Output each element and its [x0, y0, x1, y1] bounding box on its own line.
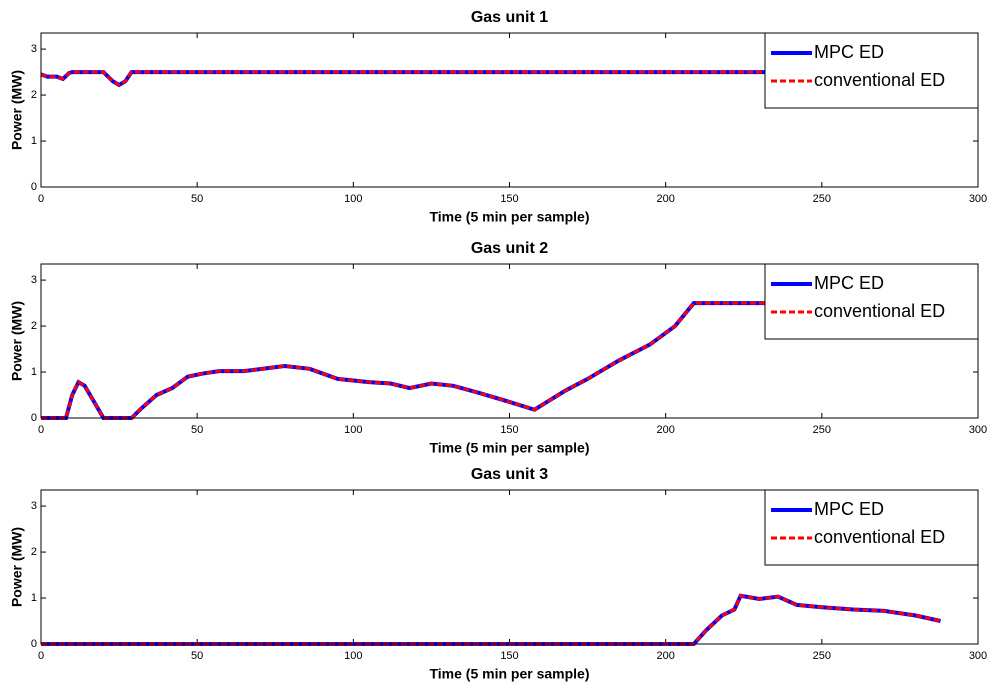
- y-tick-label: 3: [31, 43, 37, 55]
- x-tick-label: 0: [38, 193, 44, 205]
- y-tick-label: 2: [31, 546, 37, 558]
- y-axis-label: Power (MW): [9, 301, 25, 381]
- x-tick-label: 300: [969, 650, 987, 662]
- y-tick-label: 1: [31, 592, 37, 604]
- x-tick-label: 250: [813, 193, 831, 205]
- y-tick-label: 0: [31, 181, 37, 193]
- x-tick-label: 50: [191, 650, 203, 662]
- axes-box: [40, 32, 979, 188]
- chart-title: Gas unit 3: [471, 466, 548, 483]
- axes-box: [40, 489, 979, 645]
- x-axis-label: Time (5 min per sample): [429, 666, 589, 682]
- chart-title: Gas unit 1: [471, 9, 548, 26]
- series-line: [40, 70, 941, 87]
- y-tick-label: 2: [31, 89, 37, 101]
- series-line: [41, 594, 941, 646]
- legend-label: MPC ED: [814, 42, 884, 62]
- x-tick-label: 0: [38, 424, 44, 436]
- y-tick-label: 0: [31, 638, 37, 650]
- x-axis-label: Time (5 min per sample): [429, 209, 589, 225]
- legend-label: MPC ED: [814, 273, 884, 293]
- x-tick-label: 150: [500, 193, 518, 205]
- x-tick-label: 200: [656, 650, 674, 662]
- y-tick-label: 3: [31, 274, 37, 286]
- legend-label: conventional ED: [814, 527, 945, 547]
- legend-label: conventional ED: [814, 70, 945, 90]
- x-tick-label: 0: [38, 650, 44, 662]
- axes-box: [40, 263, 979, 419]
- x-tick-label: 150: [500, 650, 518, 662]
- x-tick-label: 200: [656, 193, 674, 205]
- legend-box: [764, 489, 979, 566]
- x-tick-label: 200: [656, 424, 674, 436]
- x-tick-label: 300: [969, 424, 987, 436]
- legend-box: [764, 263, 979, 340]
- chart-title: Gas unit 2: [471, 240, 548, 257]
- y-tick-label: 2: [31, 320, 37, 332]
- x-tick-label: 100: [344, 193, 362, 205]
- x-tick-label: 150: [500, 424, 518, 436]
- x-tick-label: 50: [191, 424, 203, 436]
- x-tick-label: 100: [344, 424, 362, 436]
- legend-label: MPC ED: [814, 499, 884, 519]
- y-tick-label: 0: [31, 412, 37, 424]
- series-line: [41, 593, 941, 646]
- y-axis-label: Power (MW): [9, 70, 25, 150]
- series-line: [41, 301, 941, 420]
- legend-label: conventional ED: [814, 301, 945, 321]
- x-tick-label: 100: [344, 650, 362, 662]
- y-axis-label: Power (MW): [9, 527, 25, 607]
- y-tick-label: 1: [31, 135, 37, 147]
- x-tick-label: 50: [191, 193, 203, 205]
- y-tick-label: 3: [31, 500, 37, 512]
- x-tick-label: 300: [969, 193, 987, 205]
- y-tick-label: 1: [31, 366, 37, 378]
- x-tick-label: 250: [813, 424, 831, 436]
- x-tick-label: 250: [813, 650, 831, 662]
- x-axis-label: Time (5 min per sample): [429, 440, 589, 456]
- legend-box: [764, 32, 979, 109]
